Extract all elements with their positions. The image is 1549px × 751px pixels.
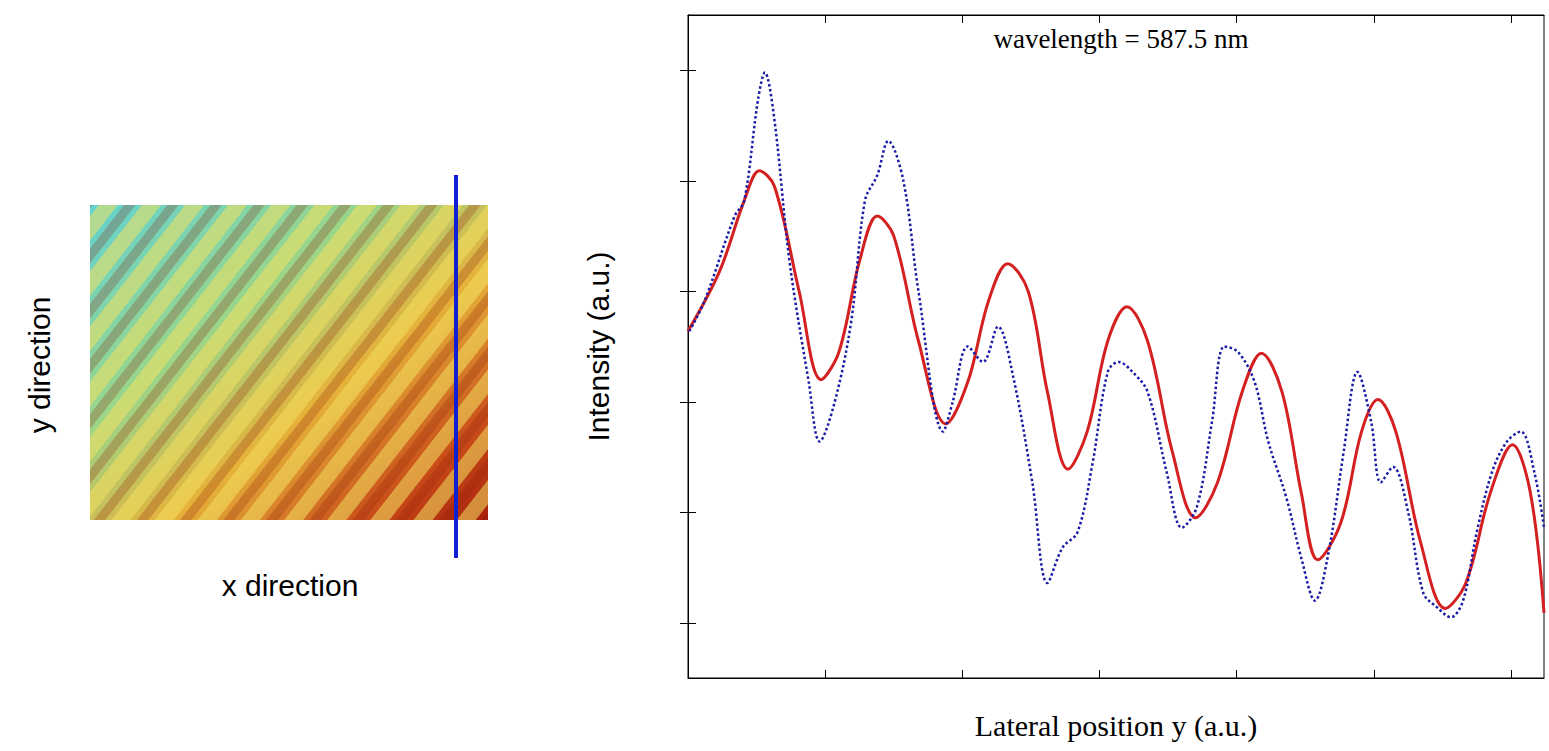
svg-text:x direction: x direction (222, 569, 359, 602)
svg-text:Lateral position y (a.u.): Lateral position y (a.u.) (975, 709, 1257, 743)
svg-text:Intensity (a.u.): Intensity (a.u.) (582, 251, 615, 441)
svg-text:wavelength = 587.5 nm: wavelength = 587.5 nm (993, 24, 1248, 54)
svg-text:y direction: y direction (23, 297, 56, 434)
